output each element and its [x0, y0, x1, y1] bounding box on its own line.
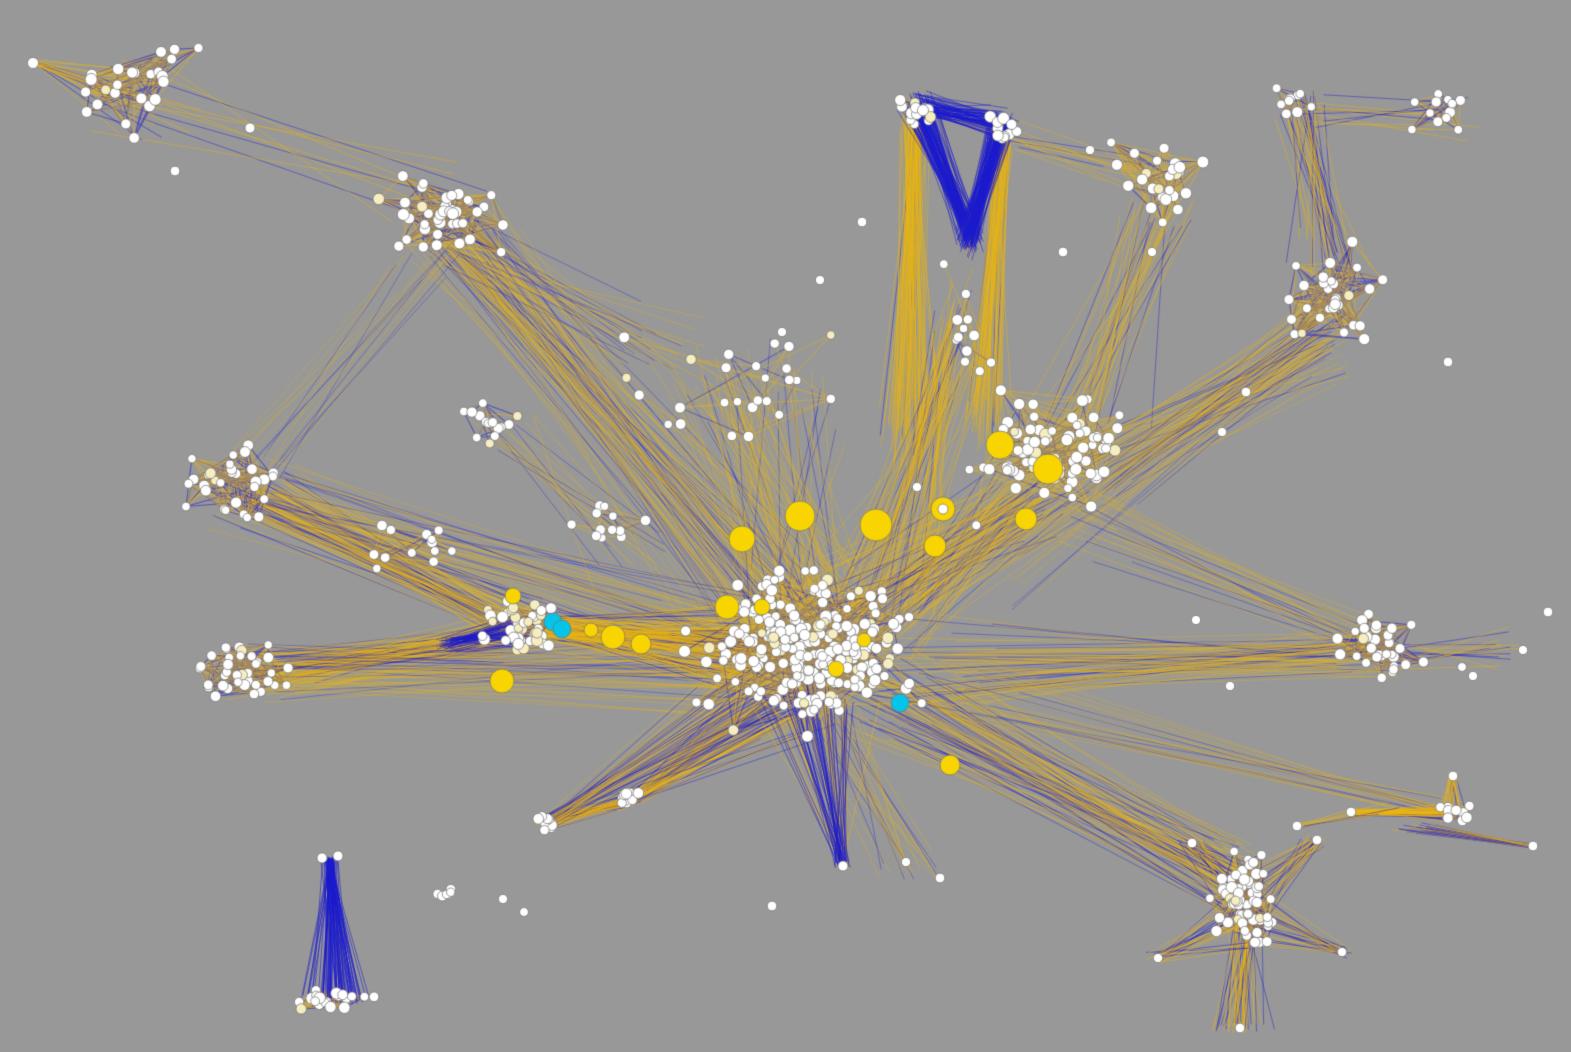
network-graph-viewport [0, 0, 1571, 1052]
network-graph-canvas[interactable] [0, 0, 1571, 1052]
